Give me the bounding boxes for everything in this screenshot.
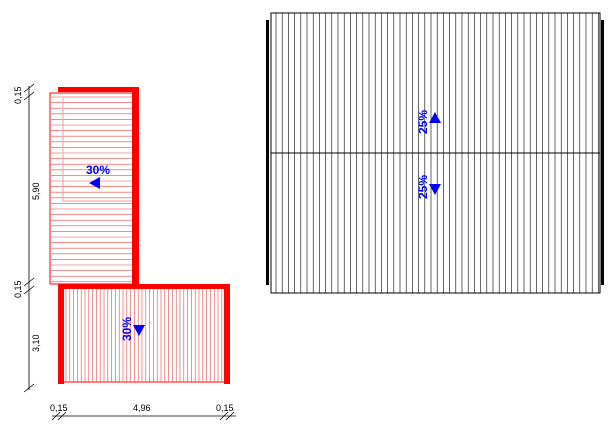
slope-label-lower-left: 30%: [120, 317, 145, 341]
lower-wing: [58, 284, 230, 384]
slope-label-upper-right: 25%: [416, 110, 441, 134]
lower-wing-outline: [61, 286, 227, 383]
slope-value-lower-left: 30%: [120, 317, 134, 341]
tick-mark-icon: [23, 277, 35, 287]
tick-mark-icon: [23, 83, 35, 93]
vertical-dimension-ticks: [23, 83, 35, 393]
horizontal-dimension-ticks: [51, 411, 235, 421]
tick-mark-icon: [219, 411, 229, 421]
dim-label-h3: 0,15: [216, 403, 234, 413]
slope-value-upper-right: 25%: [416, 110, 430, 134]
horizontal-dimension-chain: 0,15 4,96 0,15: [50, 403, 236, 421]
triangle-arrow-icon: [89, 177, 100, 189]
slope-value-lower-right: 25%: [416, 175, 430, 199]
tick-mark-icon: [23, 383, 35, 393]
tick-mark-icon: [23, 285, 35, 295]
dim-label-h2: 4,96: [133, 403, 151, 413]
dim-label-v2: 5,90: [31, 182, 41, 200]
tick-mark-icon: [225, 411, 235, 421]
lower-wing-left-wall: [58, 284, 64, 384]
lower-wing-top-wall: [58, 284, 230, 289]
vertical-dimension-chain: 0,15 5,90 0,15 3,10: [13, 83, 41, 393]
triangle-arrow-icon: [429, 112, 441, 123]
tick-mark-icon: [57, 411, 67, 421]
upper-wing-hatch: [51, 96, 132, 283]
dim-label-v4: 3,10: [31, 334, 41, 352]
tick-mark-icon: [23, 91, 35, 101]
dim-label-v1: 0,15: [13, 86, 23, 104]
dim-label-h1: 0,15: [50, 403, 68, 413]
left-roof-plan: 30% 30% 0,15 5,90 0,15 3,10 0,15 4,96 0,…: [13, 83, 236, 421]
upper-wing-top-wall: [58, 87, 139, 92]
slope-label-lower-right: 25%: [416, 175, 441, 199]
triangle-arrow-icon: [133, 325, 145, 336]
upper-wing: [49, 87, 139, 285]
tick-mark-icon: [51, 411, 61, 421]
lower-wing-hatch: [65, 289, 223, 382]
slope-value-upper-left: 30%: [86, 163, 110, 177]
dim-label-v3: 0,15: [13, 280, 23, 298]
upper-wing-thick-wall: [132, 87, 139, 285]
right-roof-right-edge: [601, 20, 604, 285]
lower-wing-right-wall: [224, 284, 230, 384]
right-roof-plan: 25% 25%: [266, 12, 604, 294]
slope-label-upper-left: 30%: [86, 163, 110, 189]
right-roof-left-edge: [266, 20, 269, 285]
triangle-arrow-icon: [429, 184, 441, 195]
